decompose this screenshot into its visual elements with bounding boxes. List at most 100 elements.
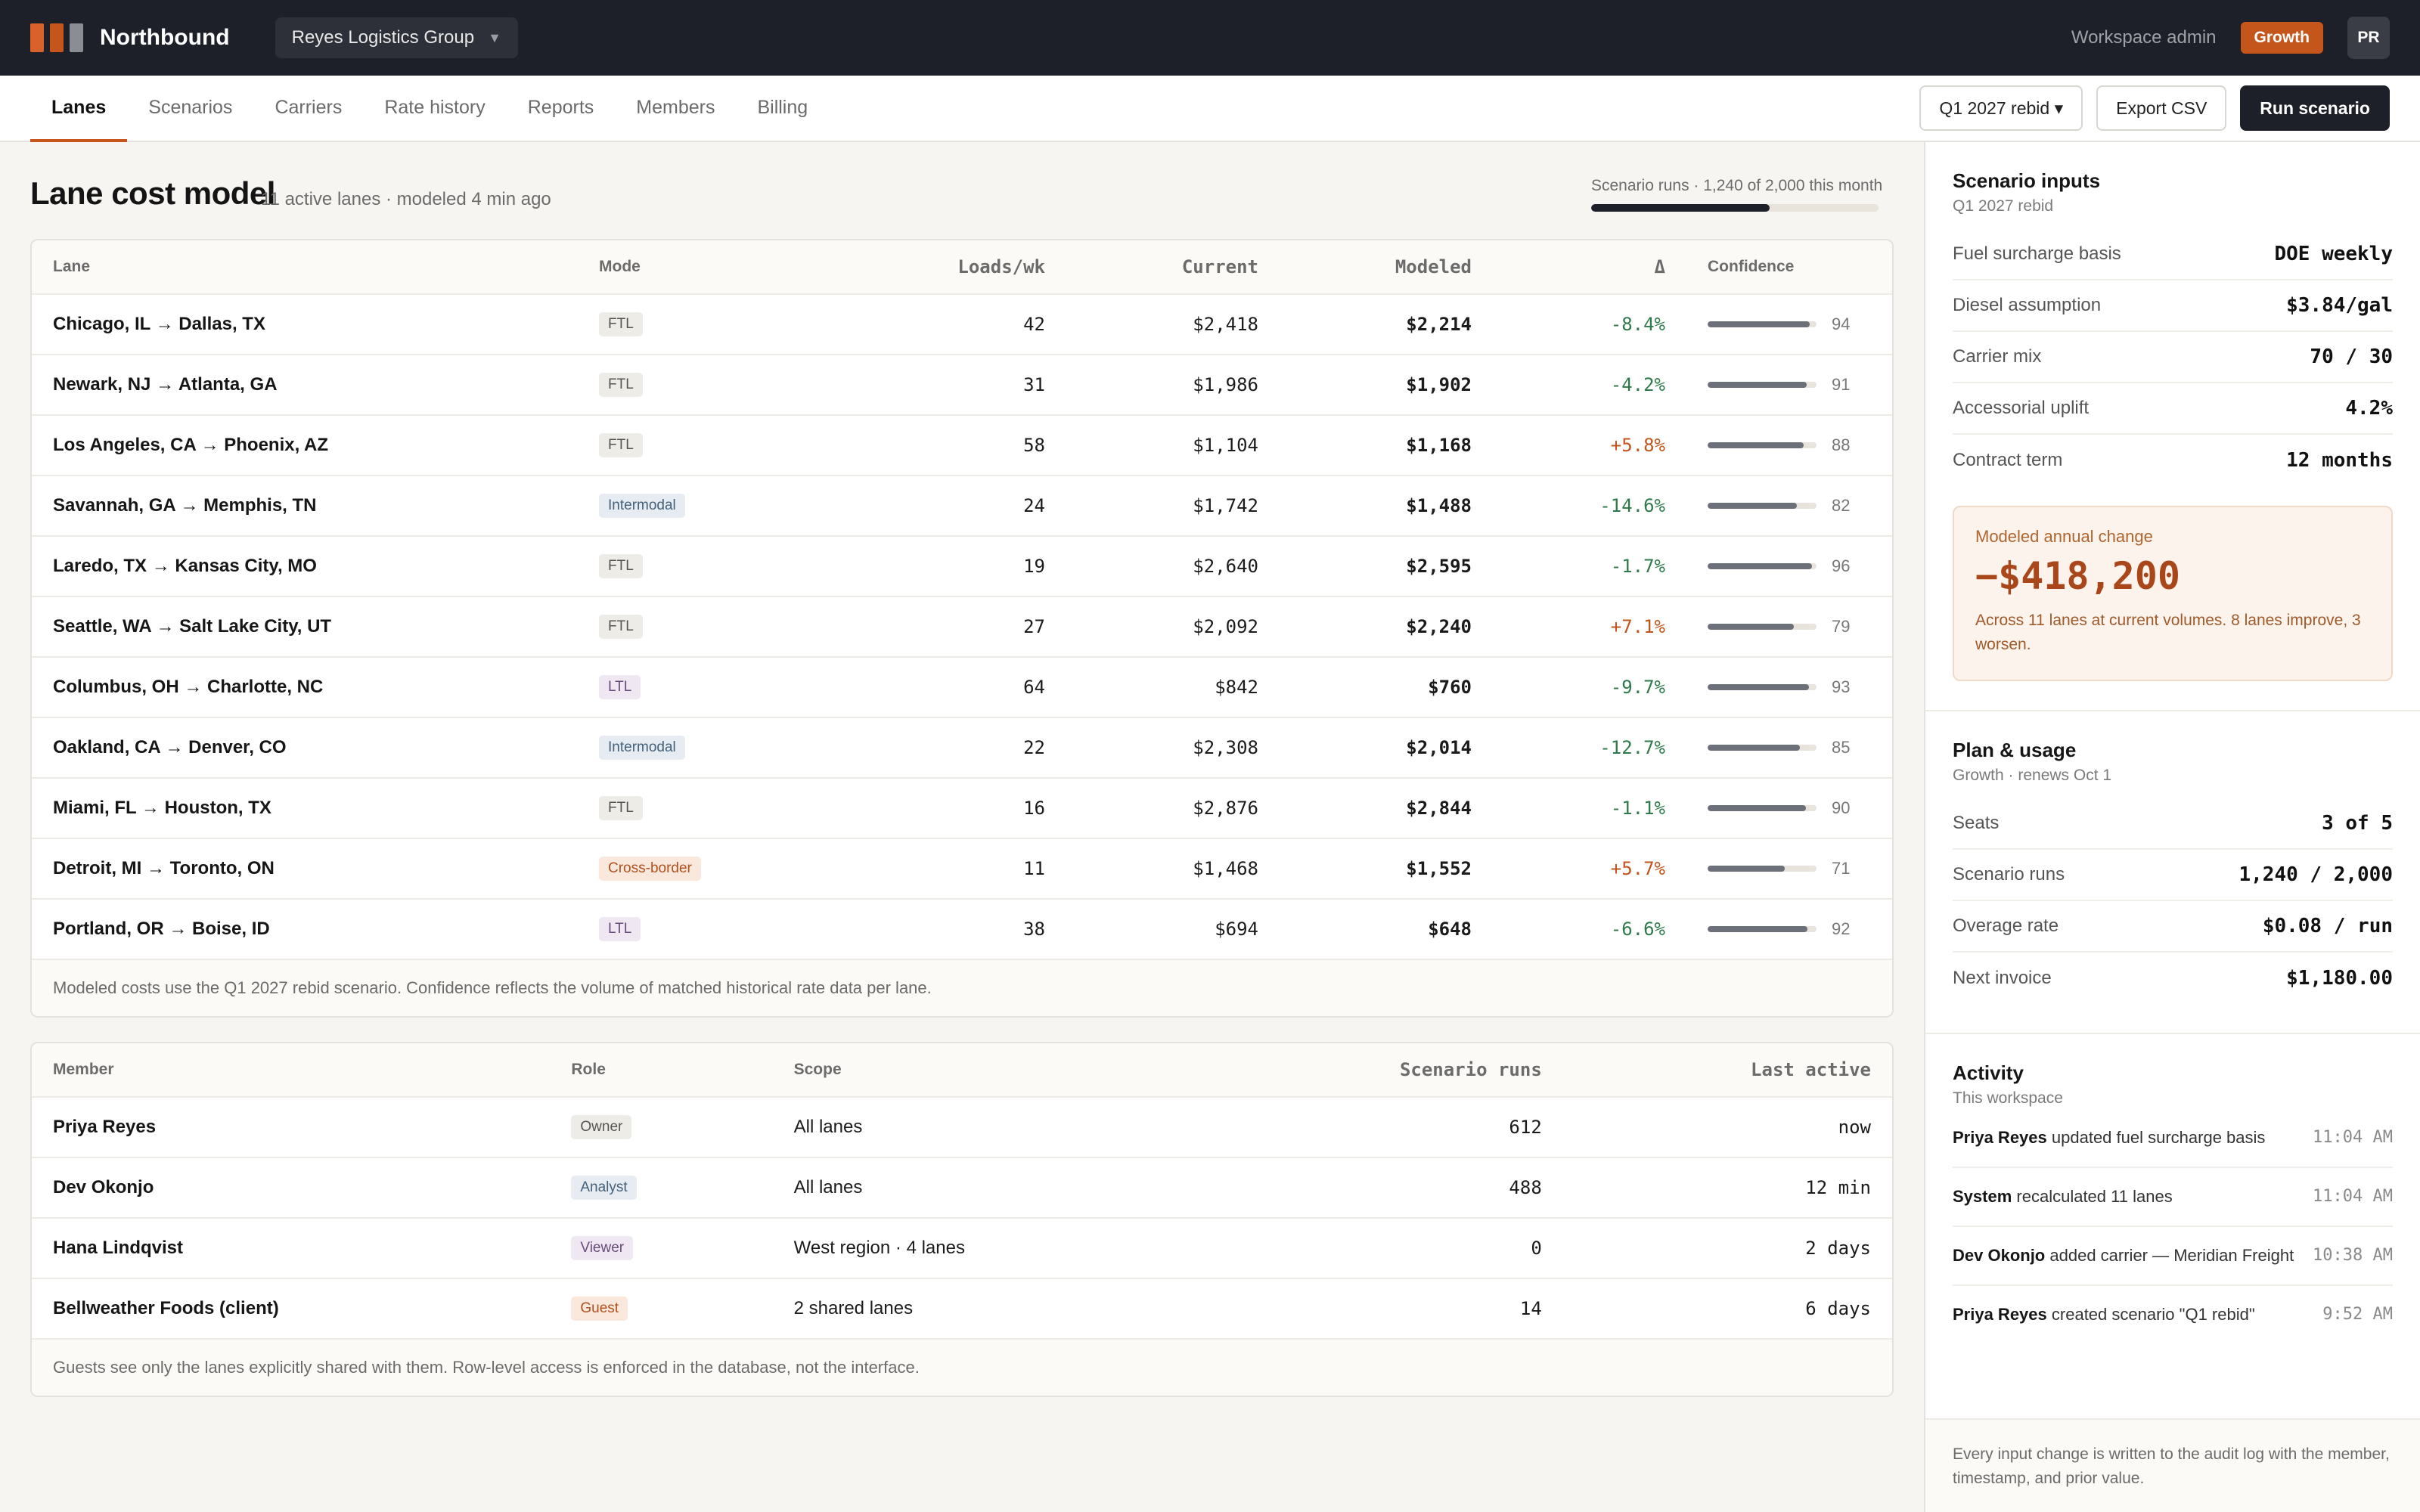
kv-value[interactable]: 4.2% (2345, 397, 2393, 420)
activity-text: Dev Okonjo added carrier — Meridian Frei… (1953, 1242, 2308, 1269)
scenario-select[interactable]: Q1 2027 rebid ▾ (1919, 85, 2083, 131)
current-cost: $2,418 (1193, 314, 1258, 335)
mode-badge: FTL (599, 554, 643, 578)
table-row[interactable]: Miami, FL → Houston, TX FTL 16 $2,876 $2,844… (32, 779, 1892, 839)
brand-name[interactable]: Northbound (100, 25, 230, 50)
confidence-cell: 94 (1686, 314, 1892, 334)
col-scope-header[interactable]: Scope (793, 1061, 842, 1078)
workspace-name: Reyes Logistics Group (291, 27, 475, 48)
table-row[interactable]: Seattle, WA → Salt Lake City, UT FTL 27 $2,… (32, 597, 1892, 658)
confidence-cell: 71 (1686, 859, 1892, 878)
kv-value[interactable]: 70 / 30 (2310, 345, 2393, 368)
kv-value[interactable]: DOE weekly (2274, 243, 2393, 265)
col-lane-header[interactable]: Lane (53, 258, 91, 275)
tab-billing[interactable]: Billing (757, 96, 808, 118)
members-table-note: Guests see only the lanes explicitly sha… (32, 1340, 1892, 1396)
page-title: Lane cost model (30, 175, 275, 211)
current-cost: $842 (1215, 677, 1258, 698)
col-mode-header[interactable]: Mode (599, 258, 641, 275)
mode-badge: Intermodal (599, 494, 685, 518)
activity-text: System recalculated 11 lanes (1953, 1183, 2308, 1210)
cost-delta: +7.1% (1610, 616, 1665, 637)
members-table: Member Role Scope Scenario runs Last act… (30, 1042, 1894, 1397)
col-role-header[interactable]: Role (571, 1061, 606, 1078)
callout-value: −$418,200 (1975, 554, 2180, 598)
activity-item[interactable]: Dev Okonjo added carrier — Meridian Frei… (1953, 1227, 2393, 1286)
export-csv-button[interactable]: Export CSV (2096, 85, 2227, 131)
tab-reports[interactable]: Reports (527, 96, 594, 118)
table-header-row: Lane Mode Loads/wk Current Modeled Δ Con… (32, 240, 1892, 295)
section-subtitle: This workspace (1953, 1089, 2063, 1107)
lane-name: Columbus, OH → Charlotte, NC (53, 677, 324, 697)
col-loads-header[interactable]: Loads/wk (957, 256, 1045, 277)
table-row[interactable]: Bellweather Foods (client) Guest 2 shared … (32, 1279, 1892, 1340)
activity-item[interactable]: System recalculated 11 lanes 11:04 AM (1953, 1168, 2393, 1227)
table-row[interactable]: Portland, OR → Boise, ID LTL 38 $694 $648 -6.… (32, 900, 1892, 960)
confidence-value: 88 (1832, 435, 1851, 454)
kv-label: Contract term (1953, 450, 2063, 470)
run-scenario-button[interactable]: Run scenario (2240, 85, 2390, 131)
table-row[interactable]: Dev Okonjo Analyst All lanes 488 12 min (32, 1158, 1892, 1219)
kv-value[interactable]: 12 months (2286, 449, 2393, 472)
member-last-active: 2 days (1805, 1238, 1871, 1259)
tab-lanes[interactable]: Lanes (30, 76, 128, 142)
table-row[interactable]: Priya Reyes Owner All lanes 612 now (32, 1098, 1892, 1158)
confidence-cell: 82 (1686, 496, 1892, 516)
table-row[interactable]: Oakland, CA → Denver, CO Intermodal 22 $2,3… (32, 718, 1892, 779)
tab-scenarios[interactable]: Scenarios (148, 96, 233, 118)
confidence-meter: 96 (1708, 556, 1871, 576)
kv-value[interactable]: $0.08 / run (2262, 915, 2393, 937)
activity-actor: Dev Okonjo (1953, 1246, 2046, 1265)
kv-value[interactable]: 1,240 / 2,000 (2238, 863, 2394, 886)
avatar[interactable]: PR (2347, 17, 2390, 59)
table-row[interactable]: Savannah, GA → Memphis, TN Intermodal 24 $1… (32, 476, 1892, 537)
role-cell: Guest (550, 1297, 772, 1321)
table-row[interactable]: Detroit, MI → Toronto, ON Cross-border 11 $… (32, 839, 1892, 900)
mode-badge: FTL (599, 373, 643, 397)
table-row[interactable]: Newark, NJ → Atlanta, GA FTL 31 $1,986 $1,90… (32, 355, 1892, 416)
modeled-cost: $2,844 (1406, 798, 1472, 819)
table-row[interactable]: Hana Lindqvist Viewer West region · 4 lane… (32, 1219, 1892, 1279)
kv-label: Overage rate (1953, 916, 2059, 936)
workspace-switcher[interactable]: Reyes Logistics Group ▼ (275, 17, 518, 58)
confidence-track (1708, 503, 1817, 509)
table-row[interactable]: Los Angeles, CA → Phoenix, AZ FTL 58 $1,104… (32, 416, 1892, 476)
confidence-fill (1708, 321, 1810, 327)
tab-rate-history[interactable]: Rate history (384, 96, 486, 118)
col-runs-header[interactable]: Scenario runs (1399, 1059, 1542, 1080)
col-modeled-header[interactable]: Modeled (1395, 256, 1472, 277)
brand-logo-icon[interactable] (30, 23, 83, 52)
table-row[interactable]: Chicago, IL → Dallas, TX FTL 42 $2,418 $2,21… (32, 295, 1892, 355)
col-current-header[interactable]: Current (1181, 256, 1258, 277)
confidence-fill (1708, 745, 1801, 751)
confidence-value: 92 (1832, 919, 1851, 938)
lanes-table-note: Modeled costs use the Q1 2027 rebid scen… (32, 960, 1892, 1016)
kv-label: Seats (1953, 813, 2000, 833)
modeled-cost: $648 (1428, 919, 1472, 940)
mode-badge: Intermodal (599, 736, 685, 760)
tab-carriers[interactable]: Carriers (275, 96, 343, 118)
kv-value[interactable]: 3 of 5 (2322, 812, 2393, 835)
activity-item[interactable]: Priya Reyes created scenario "Q1 rebid" 9… (1953, 1286, 2393, 1343)
callout-label: Modeled annual change (1975, 527, 2153, 546)
current-cost: $1,104 (1193, 435, 1258, 456)
top-bar: Northbound Reyes Logistics Group ▼ Works… (0, 0, 2420, 76)
kv-value[interactable]: $1,180.00 (2286, 967, 2393, 990)
confidence-track (1708, 805, 1817, 811)
col-member-header[interactable]: Member (53, 1061, 114, 1078)
activity-time: 9:52 AM (2322, 1305, 2393, 1324)
activity-item[interactable]: Priya Reyes updated fuel surcharge basis… (1953, 1109, 2393, 1168)
main-content: Lane cost model 11 active lanes · modele… (30, 142, 1894, 1397)
table-row[interactable]: Columbus, OH → Charlotte, NC LTL 64 $842 $76… (32, 658, 1892, 718)
col-confidence-header[interactable]: Confidence (1708, 258, 1795, 275)
col-delta-header[interactable]: Δ (1654, 256, 1665, 277)
col-last-active-header[interactable]: Last active (1751, 1059, 1871, 1080)
confidence-fill (1708, 563, 1813, 569)
confidence-cell: 90 (1686, 798, 1892, 818)
tab-members[interactable]: Members (636, 96, 715, 118)
kv-value[interactable]: $3.84/gal (2286, 294, 2393, 317)
table-row[interactable]: Laredo, TX → Kansas City, MO FTL 19 $2,640 $… (32, 537, 1892, 597)
confidence-value: 94 (1832, 314, 1851, 333)
current-cost: $1,986 (1193, 374, 1258, 395)
mode-badge: FTL (599, 433, 643, 457)
